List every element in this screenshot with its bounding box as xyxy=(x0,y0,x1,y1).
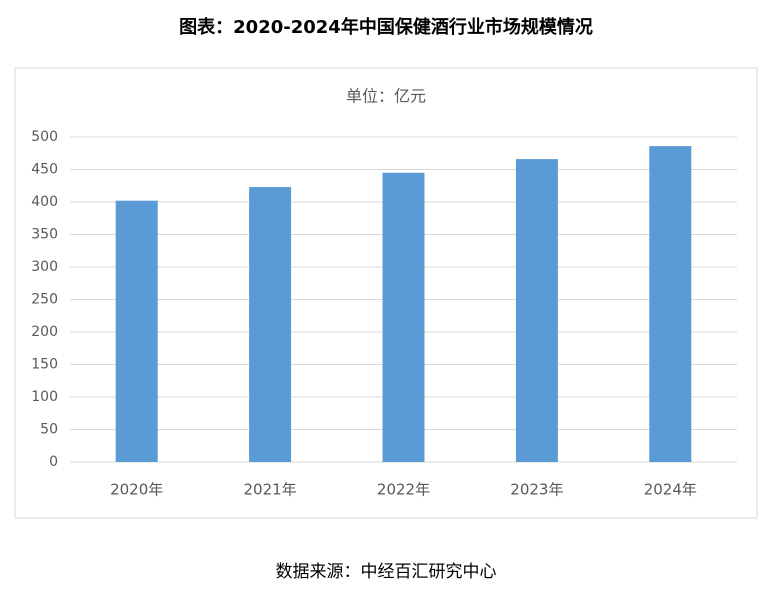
x-tick-label: 2024年 xyxy=(644,481,697,499)
x-tick-label: 2022年 xyxy=(377,481,430,499)
x-tick-label: 2021年 xyxy=(244,481,297,499)
source-note: 数据来源：中经百汇研究中心 xyxy=(276,562,497,582)
bar xyxy=(515,159,558,462)
y-tick-label: 0 xyxy=(49,454,58,470)
y-tick-label: 200 xyxy=(31,324,58,340)
y-tick-label: 100 xyxy=(31,389,58,405)
y-tick-label: 350 xyxy=(31,227,58,243)
y-tick-label: 450 xyxy=(31,162,58,178)
y-tick-label: 300 xyxy=(31,259,58,275)
y-tick-label: 250 xyxy=(31,292,58,308)
x-tick-label: 2023年 xyxy=(510,481,563,499)
bar xyxy=(649,146,692,462)
chart-title: 图表：2020-2024年中国保健酒行业市场规模情况 xyxy=(179,16,593,38)
y-tick-label: 150 xyxy=(31,357,58,373)
bar xyxy=(115,200,158,462)
bar xyxy=(249,187,292,463)
y-tick-label: 400 xyxy=(31,194,58,210)
y-tick-label: 500 xyxy=(31,129,58,145)
x-tick-label: 2020年 xyxy=(110,481,163,499)
y-tick-label: 50 xyxy=(40,422,58,438)
chart-subtitle: 单位：亿元 xyxy=(346,87,426,106)
bar xyxy=(382,172,425,462)
